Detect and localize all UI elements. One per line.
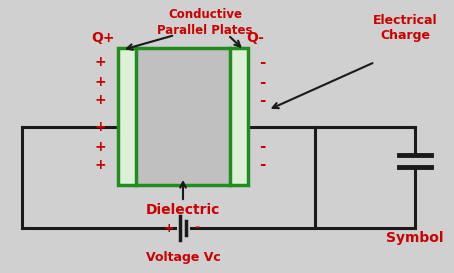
Text: +: + — [94, 120, 106, 134]
Bar — [118, 48, 248, 185]
Text: -: - — [259, 140, 265, 155]
Text: Electrical
Charge: Electrical Charge — [373, 14, 437, 42]
Text: Voltage Vc: Voltage Vc — [146, 251, 220, 265]
Bar — [136, 48, 230, 185]
Bar — [118, 48, 136, 185]
Text: +: + — [94, 75, 106, 89]
Text: Symbol: Symbol — [386, 231, 444, 245]
Text: +: + — [164, 221, 174, 235]
Text: +: + — [94, 55, 106, 69]
Bar — [230, 48, 248, 185]
Text: -: - — [194, 221, 200, 235]
Text: Q-: Q- — [246, 31, 264, 45]
Text: Q+: Q+ — [91, 31, 115, 45]
Text: Conductive
Parallel Plates: Conductive Parallel Plates — [157, 7, 253, 37]
Text: Dielectric: Dielectric — [146, 203, 220, 217]
Text: +: + — [94, 140, 106, 154]
Text: -: - — [259, 75, 265, 90]
Text: +: + — [94, 93, 106, 107]
Text: -: - — [259, 93, 265, 108]
Text: +: + — [94, 158, 106, 172]
Text: -: - — [259, 158, 265, 173]
Text: -: - — [259, 55, 265, 70]
